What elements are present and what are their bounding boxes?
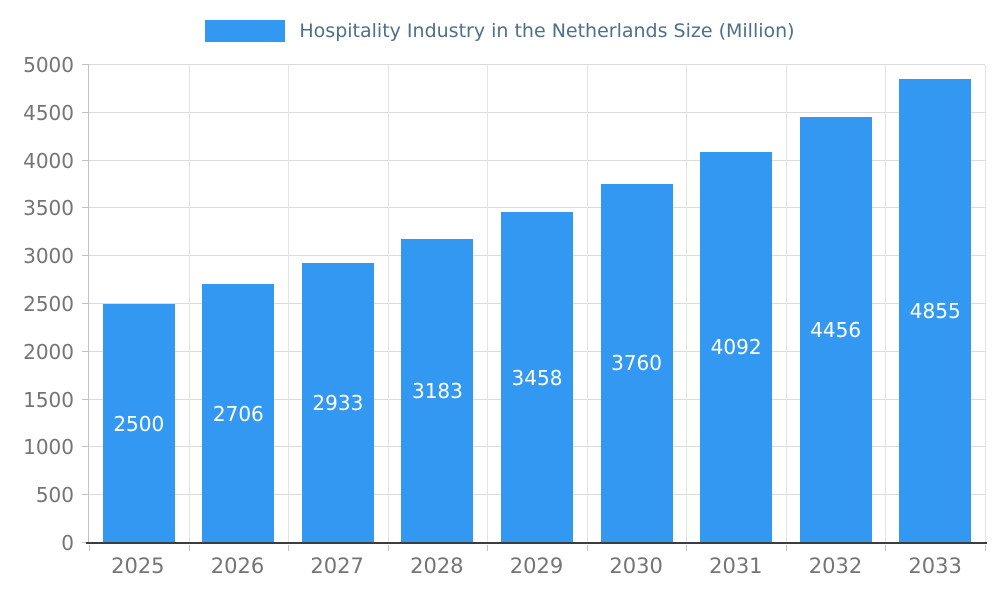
- x-tick-label: 2031: [709, 554, 763, 578]
- bar-value-label: 3458: [511, 365, 563, 390]
- plot-area: 2500 2706 2933 3183 3458 3760 4092 4456 4855: [82, 64, 986, 551]
- y-axis-labels: 0 500 1000 1500 2000 2500 3000 3500 4000 4500 5000: [0, 55, 74, 553]
- y-tick-mark: [82, 255, 89, 257]
- bar-value-label: 2706: [212, 401, 264, 426]
- bar-value-label: 4456: [810, 318, 862, 342]
- gridline-vertical: [288, 65, 290, 543]
- bar-2033: 4855: [899, 78, 972, 543]
- gridline-vertical: [985, 65, 986, 543]
- y-tick-label: 500: [35, 483, 74, 508]
- y-tick-mark: [82, 350, 89, 352]
- chart-legend: Hospitality Industry in the Netherlands …: [0, 20, 1000, 42]
- x-tick-mark: [188, 545, 190, 551]
- gridline-vertical: [885, 65, 887, 543]
- gridline-vertical: [387, 65, 389, 543]
- gridline-horizontal: [89, 64, 985, 65]
- gridline-horizontal: [89, 111, 985, 113]
- gridline-vertical: [785, 65, 787, 543]
- y-tick-label: 3000: [23, 244, 74, 269]
- x-tick-mark: [586, 545, 588, 551]
- x-tick-mark: [686, 545, 688, 551]
- x-tick-label: 2033: [908, 554, 962, 578]
- y-tick-label: 1500: [23, 387, 74, 412]
- x-tick-label: 2027: [310, 554, 364, 578]
- bar-value-label: 4855: [909, 298, 961, 323]
- bar-2027: 2933: [301, 262, 374, 543]
- x-axis-labels: 2025 2026 2027 2028 2029 2030 2031 2032 2033: [88, 556, 985, 586]
- bar-value-label: 4092: [710, 335, 762, 360]
- bar-value-label: 2933: [312, 390, 364, 415]
- chart-title: Hospitality Industry in the Netherlands …: [299, 20, 795, 42]
- x-tick-label: 2028: [410, 554, 464, 578]
- y-tick-mark: [82, 303, 89, 304]
- x-tick-mark: [785, 545, 787, 551]
- x-tick-mark: [89, 545, 90, 551]
- gridline-horizontal: [89, 207, 985, 209]
- x-tick-mark: [885, 545, 887, 551]
- bar-2026: 2706: [202, 284, 275, 543]
- gridline-vertical: [686, 65, 688, 543]
- y-tick-mark: [82, 111, 89, 113]
- bar-value-label: 3760: [611, 351, 662, 376]
- y-tick-mark: [82, 494, 89, 496]
- y-tick-label: 2000: [23, 339, 74, 364]
- gridline-horizontal: [89, 159, 985, 161]
- y-tick-label: 0: [61, 531, 74, 555]
- bar-2031: 4092: [700, 151, 773, 543]
- y-tick-mark: [82, 542, 89, 543]
- y-tick-label: 2500: [23, 292, 74, 316]
- bar-2029: 3458: [501, 212, 573, 543]
- y-tick-mark: [82, 64, 89, 65]
- y-tick-label: 4500: [23, 100, 74, 125]
- x-tick-label: 2026: [210, 554, 265, 578]
- legend-swatch: [205, 20, 286, 42]
- bar-value-label: 2500: [113, 411, 165, 436]
- bar-2030: 3760: [600, 183, 673, 543]
- gridline-vertical: [188, 65, 190, 543]
- y-tick-mark: [82, 159, 89, 161]
- y-tick-label: 3500: [23, 196, 74, 221]
- x-tick-label: 2030: [609, 554, 663, 578]
- x-tick-mark: [985, 545, 986, 551]
- x-tick-mark: [487, 545, 489, 551]
- x-axis-line: [86, 542, 987, 544]
- y-tick-label: 5000: [23, 53, 74, 77]
- bar-2028: 3183: [401, 238, 474, 543]
- x-tick-mark: [387, 545, 389, 551]
- y-tick-label: 4000: [23, 148, 74, 173]
- bar-value-label: 3183: [411, 378, 463, 403]
- x-tick-label: 2032: [808, 554, 863, 578]
- gridline-vertical: [487, 65, 489, 543]
- gridline-vertical: [586, 65, 588, 543]
- bar-2025: 2500: [102, 304, 175, 543]
- y-tick-label: 1000: [23, 435, 74, 460]
- bar-2032: 4456: [799, 117, 872, 543]
- x-tick-label: 2025: [111, 554, 165, 578]
- y-tick-mark: [82, 207, 89, 209]
- y-tick-mark: [82, 398, 89, 400]
- x-tick-label: 2029: [509, 554, 564, 578]
- y-tick-mark: [82, 446, 89, 448]
- x-tick-mark: [288, 545, 290, 551]
